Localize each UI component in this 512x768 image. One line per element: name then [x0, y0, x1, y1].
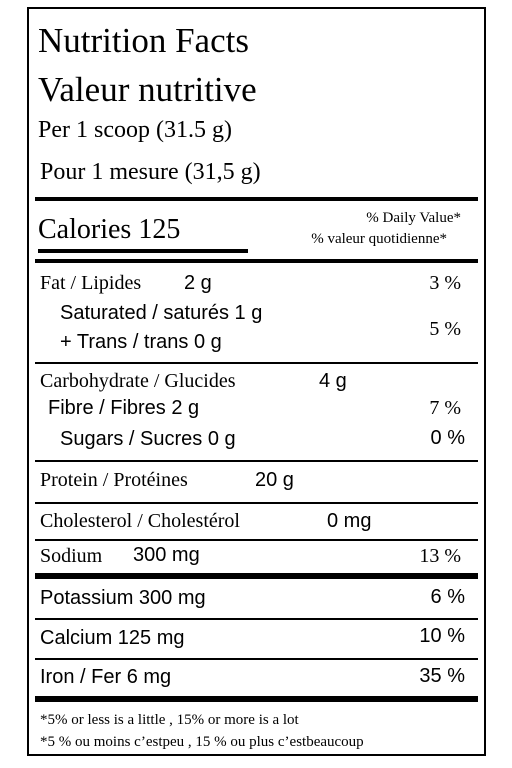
sat-trans-daily-value: 5 % [429, 318, 461, 340]
iron-daily-value: 35 % [419, 665, 465, 687]
fat-daily-value: 3 % [429, 272, 461, 294]
footnote-english: *5% or less is a little , 15% or more is… [40, 712, 299, 728]
potassium-daily-value: 6 % [430, 586, 465, 608]
footnote-french: *5 % ou moins c’estpeu , 15 % ou plus c’… [40, 734, 364, 750]
protein-label: Protein / Protéines [40, 469, 188, 491]
iron-thick-divider [35, 696, 478, 702]
sodium-amount: 300 mg [133, 544, 200, 566]
fat-amount: 2 g [184, 272, 212, 294]
calcium-label: Calcium 125 mg [40, 627, 185, 649]
header-divider [35, 197, 478, 201]
cholesterol-divider [35, 539, 478, 541]
saturated-fat-label: Saturated / saturés 1 g [60, 302, 263, 324]
carbohydrate-divider [35, 460, 478, 462]
potassium-label: Potassium 300 mg [40, 587, 206, 609]
sodium-thick-divider [35, 573, 478, 579]
sodium-label: Sodium [40, 545, 103, 567]
sugars-label: Sugars / Sucres 0 g [60, 428, 236, 450]
fibre-label: Fibre / Fibres 2 g [48, 397, 200, 419]
trans-fat-label: + Trans / trans 0 g [60, 331, 222, 353]
serving-size-french: Pour 1 mesure (31,5 g) [40, 159, 261, 185]
nutrition-facts-label: Nutrition Facts Valeur nutritive Per 1 s… [27, 7, 486, 756]
calories-label: Calories 125 [38, 214, 181, 245]
cholesterol-amount: 0 mg [327, 510, 372, 532]
title-english: Nutrition Facts [38, 21, 249, 60]
title-french: Valeur nutritive [38, 70, 257, 109]
serving-size-english: Per 1 scoop (31.5 g) [38, 117, 232, 143]
sodium-daily-value: 13 % [419, 545, 461, 567]
carbohydrate-label: Carbohydrate / Glucides [40, 370, 236, 392]
carbohydrate-amount: 4 g [319, 370, 347, 392]
potassium-divider [35, 618, 478, 620]
cholesterol-label: Cholesterol / Cholestérol [40, 510, 240, 532]
calories-underline [38, 249, 248, 253]
calcium-daily-value: 10 % [419, 625, 465, 647]
sugars-daily-value: 0 % [430, 427, 465, 449]
fat-divider [35, 362, 478, 364]
calories-divider [35, 259, 478, 263]
protein-divider [35, 502, 478, 504]
iron-label: Iron / Fer 6 mg [40, 666, 172, 688]
fibre-daily-value: 7 % [429, 397, 461, 419]
protein-amount: 20 g [255, 469, 294, 491]
daily-value-header-french: % valeur quotidienne* [311, 231, 447, 247]
daily-value-header-english: % Daily Value* [366, 210, 461, 226]
calories-value: 125 [138, 214, 181, 245]
fat-label: Fat / Lipides [40, 272, 142, 294]
calcium-divider [35, 658, 478, 660]
